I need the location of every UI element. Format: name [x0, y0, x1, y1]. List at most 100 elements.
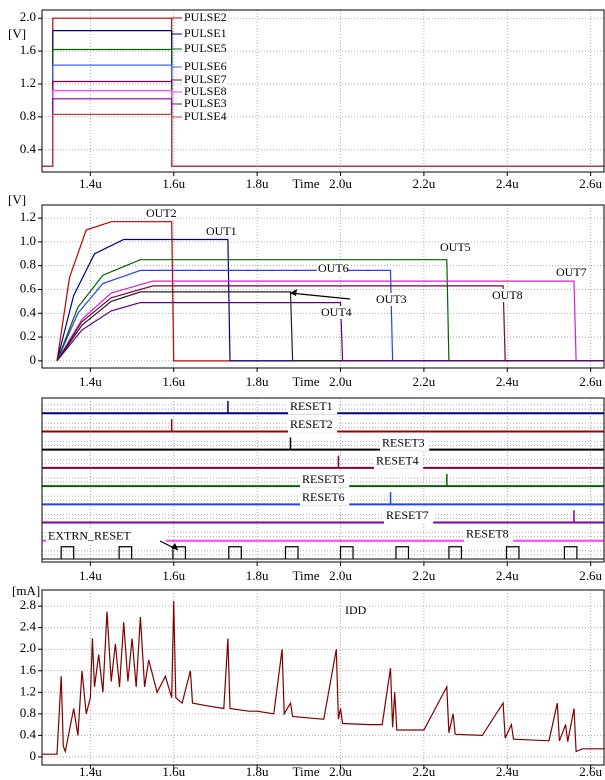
label-bg — [317, 262, 347, 275]
x-tick-label: 1.4u — [79, 568, 102, 583]
label-bg — [46, 528, 166, 545]
series-label: OUT2 — [146, 206, 177, 220]
arrow — [289, 292, 351, 300]
series-label: PULSE4 — [184, 109, 227, 123]
series-label: PULSE2 — [184, 10, 227, 24]
clock-pulse — [448, 546, 463, 559]
x-axis-label: Time — [293, 568, 320, 583]
series-line — [42, 98, 604, 167]
x-tick-label: 2.0u — [329, 176, 352, 191]
x-axis-label: Time — [293, 176, 320, 191]
clock-pulse — [118, 546, 133, 559]
x-tick-label: 1.8u — [246, 764, 269, 779]
series-label: OUT1 — [206, 224, 237, 238]
y-tick-label: 0.8 — [20, 108, 36, 123]
label-bg — [183, 73, 228, 86]
y-tick-label: 0.4 — [20, 726, 37, 741]
label-bg — [555, 266, 585, 279]
label-bg — [183, 85, 228, 98]
y-tick-label: 0.8 — [20, 705, 36, 720]
plot-frame — [41, 397, 605, 563]
clock-pulse — [228, 546, 242, 559]
x-tick-label: 1.6u — [162, 374, 185, 389]
y-tick-label: 1.2 — [20, 209, 36, 224]
label-bg — [205, 225, 235, 238]
x-tick-label: 2.2u — [413, 374, 436, 389]
y-tick-label: 0.8 — [20, 257, 36, 272]
series-label: OUT8 — [492, 288, 523, 302]
x-tick-label: 2.6u — [579, 568, 602, 583]
x-tick-label: 1.8u — [246, 374, 269, 389]
series-line — [42, 80, 604, 167]
plot-frame — [41, 589, 605, 766]
y-tick-label: 0.4 — [20, 304, 37, 319]
y-tick-label: 1.2 — [20, 683, 36, 698]
y-tick-label: 2.0 — [20, 9, 36, 24]
label-bg — [374, 454, 424, 469]
x-tick-label: 2.0u — [329, 764, 352, 779]
label-bg — [464, 527, 514, 542]
label-bg — [439, 241, 469, 254]
y-tick-label: 0.6 — [20, 280, 37, 295]
series-line — [56, 291, 604, 362]
label-bg — [183, 97, 228, 110]
y-tick-label: 2.0 — [20, 640, 36, 655]
clock-pulse — [60, 546, 75, 559]
y-axis-label: [V] — [8, 192, 26, 207]
x-tick-label: 2.4u — [496, 176, 519, 191]
x-tick-label: 2.0u — [329, 568, 352, 583]
y-tick-label: 0.4 — [20, 141, 37, 156]
clock-pulse — [505, 546, 520, 559]
y-tick-label: 1.2 — [20, 75, 36, 90]
clock-pulse — [172, 546, 187, 559]
x-tick-label: 1.8u — [246, 176, 269, 191]
row-label: RESET8 — [466, 526, 509, 540]
x-tick-label: 1.6u — [162, 764, 185, 779]
x-tick-label: 2.2u — [413, 568, 436, 583]
label-bg — [344, 604, 367, 617]
label-bg — [380, 436, 430, 451]
row-label: RESET7 — [386, 508, 429, 522]
panel: 1.4u 1.6u 1.8u 2.0u 2.2u 2.4u 2.6u Time 0.4 0.8 1.… — [8, 9, 605, 191]
series-line — [56, 221, 604, 362]
row-label: RESET4 — [376, 454, 419, 468]
panel: 1.4u 1.6u 1.8u 2.0u 2.2u 2.4u 2.6u Time 0 0.4 0.8 1… — [12, 583, 605, 779]
y-tick-label: 2.8 — [20, 597, 36, 612]
clock-pulse — [395, 546, 410, 559]
label-bg — [183, 110, 228, 123]
panel: 1.4u 1.6u 1.8u 2.0u 2.2u 2.4u 2.6u Time RESET1 RE… — [41, 397, 605, 583]
x-tick-label: 1.6u — [162, 568, 185, 583]
x-tick-label: 2.6u — [579, 374, 602, 389]
row-label: RESET5 — [302, 472, 345, 486]
x-tick-label: 2.2u — [413, 176, 436, 191]
series-label: OUT6 — [318, 261, 349, 275]
label-bg — [183, 27, 228, 40]
series-line — [42, 90, 604, 167]
series-line — [42, 48, 604, 167]
series-line — [56, 238, 604, 362]
series-label: IDD — [345, 603, 367, 617]
x-tick-label: 1.6u — [162, 176, 185, 191]
plot-frame — [41, 9, 605, 173]
series-line — [42, 64, 604, 167]
arrow-head — [290, 289, 297, 296]
series-label: PULSE5 — [184, 41, 227, 55]
series-label: PULSE7 — [184, 72, 227, 86]
label-bg — [183, 42, 228, 55]
x-tick-label: 1.4u — [79, 764, 102, 779]
series-line — [56, 302, 604, 362]
y-tick-label: 1.0 — [20, 233, 36, 248]
y-tick-label: 0 — [30, 352, 37, 367]
label-bg — [375, 293, 405, 306]
plot-frame — [41, 204, 605, 369]
label-bg — [320, 306, 350, 319]
label-bg — [300, 472, 350, 488]
y-axis-label: [V] — [8, 26, 26, 41]
series-line — [42, 17, 604, 167]
label-bg — [183, 11, 228, 24]
x-tick-label: 1.4u — [79, 374, 102, 389]
row-label: RESET2 — [290, 417, 333, 431]
row-label: RESET3 — [382, 435, 425, 449]
series-label: PULSE3 — [184, 96, 227, 110]
label-bg — [491, 289, 521, 302]
